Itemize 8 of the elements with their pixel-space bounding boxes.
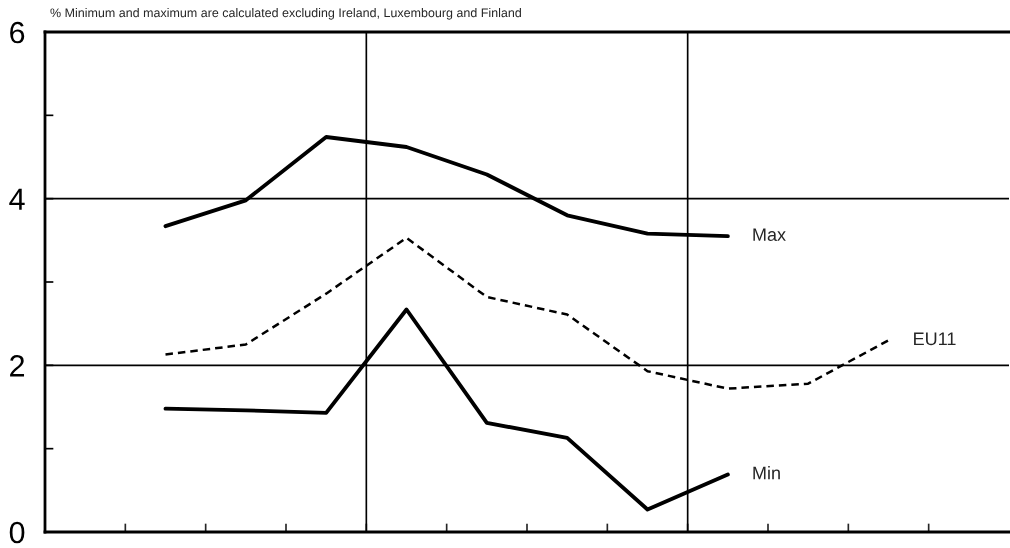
y-tick-label: 2 — [10, 355, 25, 377]
series-label: Min — [753, 466, 780, 480]
series-label: EU11 — [914, 332, 956, 346]
y-tick-label: 0 — [9, 521, 25, 544]
y-tick-label: 4 — [9, 188, 25, 210]
y-tick-label: 6 — [10, 21, 25, 44]
series-label: Max — [753, 228, 786, 242]
text: % Minimum and maximum are calculated excluding Ireland, Luxembourg and Finland — [50, 8, 521, 20]
